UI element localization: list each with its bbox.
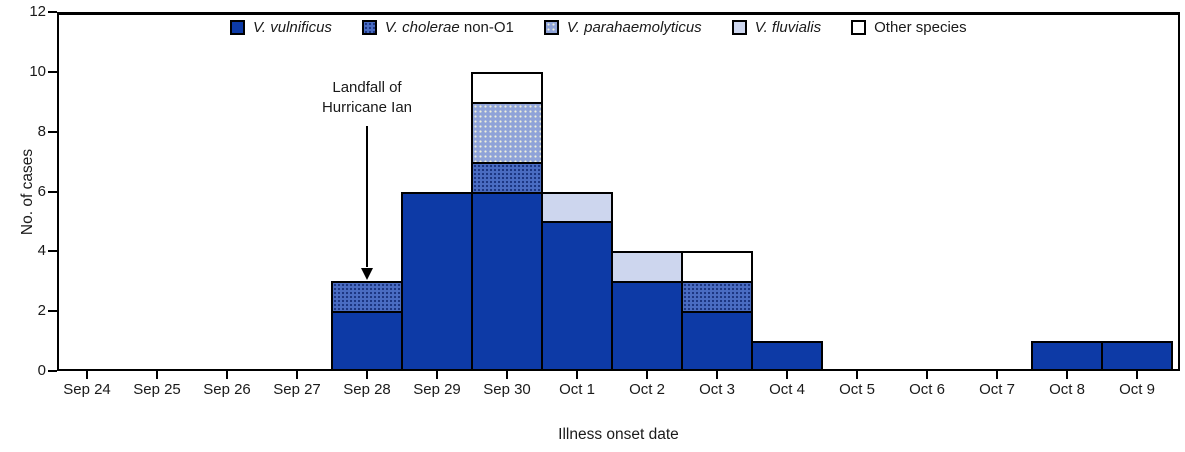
legend-item-cholerae_non_o1: V. cholerae non-O1 <box>361 19 514 36</box>
x-tick-label: Oct 4 <box>769 381 805 398</box>
x-tick-label: Oct 9 <box>1119 381 1155 398</box>
bar-segment-fluvialis <box>611 251 683 284</box>
x-tick-label: Sep 30 <box>483 381 531 398</box>
x-tick-label: Oct 2 <box>629 381 665 398</box>
x-tick-label: Sep 29 <box>413 381 461 398</box>
bar-segment-cholerae_non_o1 <box>471 161 543 194</box>
bar-segment-cholerae_non_o1 <box>331 281 403 314</box>
bar-segment-vulnificus <box>1031 341 1103 371</box>
y-tick-mark <box>48 190 57 193</box>
y-tick-label: 2 <box>37 302 46 320</box>
legend-label-cholerae_non_o1: V. cholerae non-O1 <box>384 19 514 36</box>
annotation-line-1: Landfall of <box>332 79 402 96</box>
x-tick-mark <box>226 371 228 379</box>
x-tick-label: Oct 5 <box>839 381 875 398</box>
x-tick-mark <box>926 371 928 379</box>
annotation-line-2: Hurricane Ian <box>321 99 413 116</box>
bar-segment-parahaemolyticus <box>471 101 543 164</box>
bar-segment-other <box>471 71 543 104</box>
x-tick-mark <box>296 371 298 379</box>
x-tick-label: Oct 8 <box>1049 381 1085 398</box>
x-tick-label: Oct 3 <box>699 381 735 398</box>
bar-segment-vulnificus <box>681 311 753 371</box>
x-tick-mark <box>996 371 998 379</box>
annotation-arrow-shaft <box>366 126 368 268</box>
y-tick-mark <box>48 370 57 372</box>
legend-item-fluvialis: V. fluvialis <box>731 19 822 36</box>
bar-segment-vulnificus <box>611 281 683 371</box>
bar-segment-vulnificus <box>751 341 823 371</box>
y-tick-mark <box>48 11 57 13</box>
x-tick-mark <box>786 371 788 379</box>
y-tick-label: 6 <box>37 182 46 200</box>
y-tick-mark <box>48 70 57 73</box>
legend-swatch-other <box>851 20 867 35</box>
x-tick-label: Oct 1 <box>559 381 595 398</box>
x-tick-mark <box>506 371 508 379</box>
x-tick-label: Sep 27 <box>273 381 321 398</box>
bar-segment-vulnificus <box>541 221 613 371</box>
bar-segment-vulnificus <box>331 311 403 371</box>
y-tick-mark <box>48 310 57 313</box>
bar-segment-fluvialis <box>541 191 613 224</box>
legend-swatch-parahaemolyticus <box>543 20 559 35</box>
x-tick-mark <box>1066 371 1068 379</box>
x-tick-mark <box>646 371 648 379</box>
legend-swatch-vulnificus <box>230 20 245 35</box>
x-tick-label: Oct 7 <box>979 381 1015 398</box>
x-tick-mark <box>86 371 88 379</box>
legend-label-fluvialis: V. fluvialis <box>754 19 822 36</box>
y-tick-label: 8 <box>37 122 46 140</box>
y-tick-mark <box>48 250 57 253</box>
legend-swatch-fluvialis <box>731 20 747 35</box>
x-tick-label: Sep 26 <box>203 381 251 398</box>
x-tick-label: Sep 28 <box>343 381 391 398</box>
x-tick-label: Oct 6 <box>909 381 945 398</box>
legend-swatch-cholerae_non_o1 <box>361 20 377 35</box>
x-tick-label: Sep 24 <box>63 381 111 398</box>
legend-label-parahaemolyticus: V. parahaemolyticus <box>566 19 702 36</box>
x-tick-mark <box>436 371 438 379</box>
x-tick-mark <box>366 371 368 379</box>
x-tick-mark <box>856 371 858 379</box>
x-tick-mark <box>156 371 158 379</box>
x-axis-title: Illness onset date <box>558 426 679 443</box>
y-tick-mark <box>48 130 57 133</box>
annotation-text: Landfall of Hurricane Ian <box>276 78 458 118</box>
x-tick-mark <box>1136 371 1138 379</box>
y-tick-label: 10 <box>29 62 46 80</box>
legend-item-vulnificus: V. vulnificus <box>230 19 332 36</box>
bar-segment-vulnificus <box>401 191 473 371</box>
legend-label-vulnificus: V. vulnificus <box>253 19 332 36</box>
y-tick-label: 12 <box>29 3 46 20</box>
legend-item-other: Other species <box>851 19 967 36</box>
bar-segment-vulnificus <box>1101 341 1173 371</box>
bar-segment-vulnificus <box>471 191 543 371</box>
x-tick-label: Sep 25 <box>133 381 181 398</box>
legend-label-other: Other species <box>874 19 967 36</box>
x-tick-mark <box>576 371 578 379</box>
legend: V. vulnificus V. cholerae non-O1 V. paraha… <box>230 19 967 36</box>
y-tick-label: 4 <box>37 242 46 260</box>
annotation-arrowhead <box>361 268 373 281</box>
x-tick-mark <box>716 371 718 379</box>
bar-segment-cholerae_non_o1 <box>681 281 753 314</box>
y-tick-label: 0 <box>37 362 46 379</box>
bar-segment-other <box>681 251 753 284</box>
legend-item-parahaemolyticus: V. parahaemolyticus <box>543 19 702 36</box>
